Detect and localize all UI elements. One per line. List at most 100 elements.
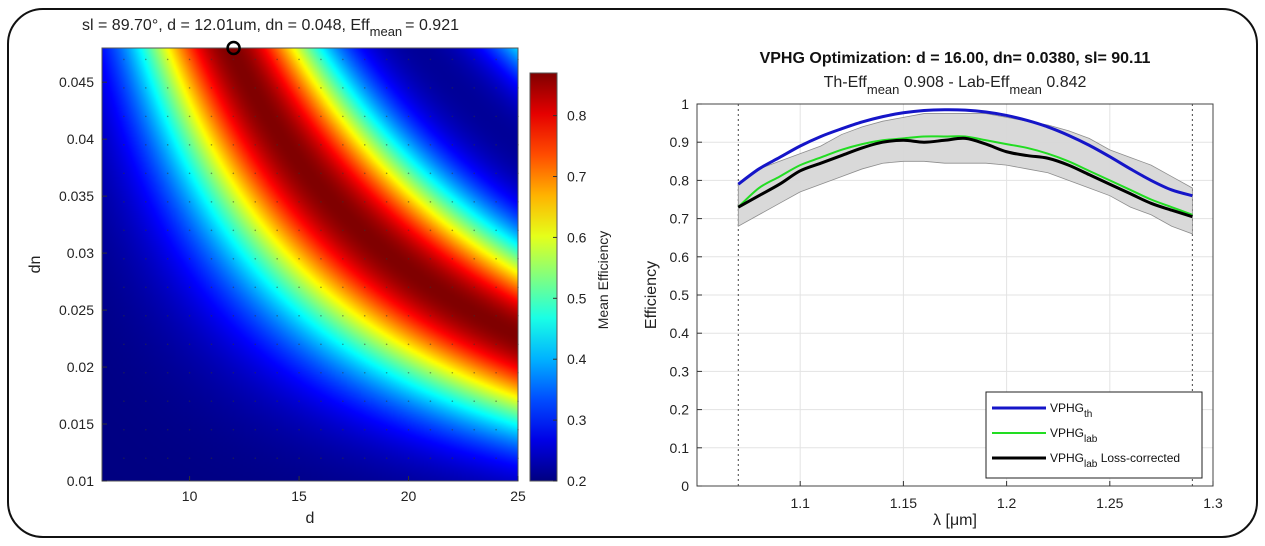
x-axis-label: λ [μm] [933, 512, 977, 529]
sample-dot [144, 258, 147, 260]
sample-dot [451, 201, 454, 203]
y-tick-label: 0.015 [59, 416, 94, 432]
sample-dot [166, 58, 169, 61]
sample-dot [342, 87, 344, 89]
legend-name-tail: Loss-corrected [1097, 451, 1180, 465]
legend-name: VPHG [1050, 451, 1084, 465]
sample-dot [495, 229, 497, 232]
sample-dot [298, 172, 300, 175]
sample-dot [276, 144, 278, 146]
sample-dot [254, 314, 257, 317]
sample-dot [123, 229, 125, 232]
sample-dot [254, 58, 257, 61]
sample-dot [407, 286, 410, 289]
sample-dot [166, 314, 169, 317]
legend-name: VPHG [1050, 401, 1084, 415]
y-tick-label: 0.9 [670, 134, 690, 150]
sample-dot [254, 428, 257, 431]
sample-dot [342, 229, 344, 232]
sample-dot [320, 172, 322, 175]
sample-dot [123, 115, 125, 118]
sample-dot [473, 371, 476, 374]
sample-dot [363, 343, 366, 346]
sample-dot [385, 87, 388, 89]
sample-dot [451, 314, 454, 317]
sample-dot [473, 87, 476, 89]
y-tick-label: 0.025 [59, 302, 94, 318]
sample-dot [123, 201, 125, 203]
sample-dot [144, 428, 147, 431]
sample-dot [298, 286, 300, 289]
sample-dot [495, 201, 497, 203]
sample-dot [363, 58, 366, 61]
sample-dot [144, 172, 147, 175]
sample-dot [342, 428, 344, 431]
sample-dot [276, 229, 278, 232]
sample-dot [254, 115, 257, 118]
sample-dot [210, 314, 213, 317]
sample-dot [363, 258, 366, 260]
sample-dot [232, 314, 235, 317]
sample-dot [495, 58, 497, 61]
sample-dot [320, 58, 322, 61]
y-tick-label: 0.035 [59, 188, 94, 204]
sample-dot [123, 343, 125, 346]
sample-dot [407, 115, 410, 118]
sample-dot [166, 87, 169, 89]
sample-dot [407, 457, 410, 460]
sample-dot [495, 286, 497, 289]
sample-dot [473, 172, 476, 175]
sample-dot [429, 400, 432, 403]
x-tick-label: 1.1 [790, 495, 810, 511]
sample-dot [144, 314, 147, 317]
sample-dot [232, 457, 235, 460]
line-chart-subtitle: Th-Effmean 0.908 - Lab-Effmean 0.842 [824, 74, 1087, 97]
sample-dot [451, 371, 454, 374]
sample-dot [276, 343, 278, 346]
sample-dot [451, 172, 454, 175]
heatmap-axes-box [101, 47, 519, 482]
sample-dot [276, 201, 278, 203]
sample-dot [429, 457, 432, 460]
y-tick-label: 0.8 [670, 172, 690, 188]
x-tick-label: 15 [291, 488, 307, 504]
sample-dot [166, 172, 169, 175]
sample-dot [298, 258, 300, 260]
sample-dot [232, 343, 235, 346]
sample-dot [232, 58, 235, 61]
sample-dot [254, 144, 257, 146]
sample-dot [254, 457, 257, 460]
sample-dot [473, 115, 476, 118]
sample-dot [342, 172, 344, 175]
sample-dot [123, 371, 125, 374]
colorbar-tick-label: 0.8 [567, 108, 587, 124]
sample-dot [407, 172, 410, 175]
sample-dot [495, 400, 497, 403]
sample-dot [473, 58, 476, 61]
sample-dot [166, 457, 169, 460]
y-tick-label: 0 [681, 478, 689, 494]
sample-dot [429, 58, 432, 61]
legend-name-sub: lab [1084, 434, 1098, 445]
sample-dot [363, 314, 366, 317]
sample-dot [363, 371, 366, 374]
sample-dot [429, 258, 432, 260]
sample-dot [123, 428, 125, 431]
sample-dot [144, 400, 147, 403]
line-chart-title: VPHG Optimization: d = 16.00, dn= 0.0380… [760, 50, 1151, 67]
sample-dot [385, 58, 388, 61]
sample-dot [254, 343, 257, 346]
sample-dot [188, 87, 191, 89]
x-tick-label: 1.15 [890, 495, 917, 511]
sample-dot [210, 371, 213, 374]
subtitle-part: 0.908 - Lab-Eff [899, 74, 1010, 91]
sample-dot [473, 258, 476, 260]
sample-dot [166, 400, 169, 403]
sample-points [123, 58, 519, 460]
sample-dot [385, 457, 388, 460]
sample-dot [232, 87, 235, 89]
sample-dot [363, 428, 366, 431]
sample-dot [298, 371, 300, 374]
colorbar [529, 72, 558, 482]
